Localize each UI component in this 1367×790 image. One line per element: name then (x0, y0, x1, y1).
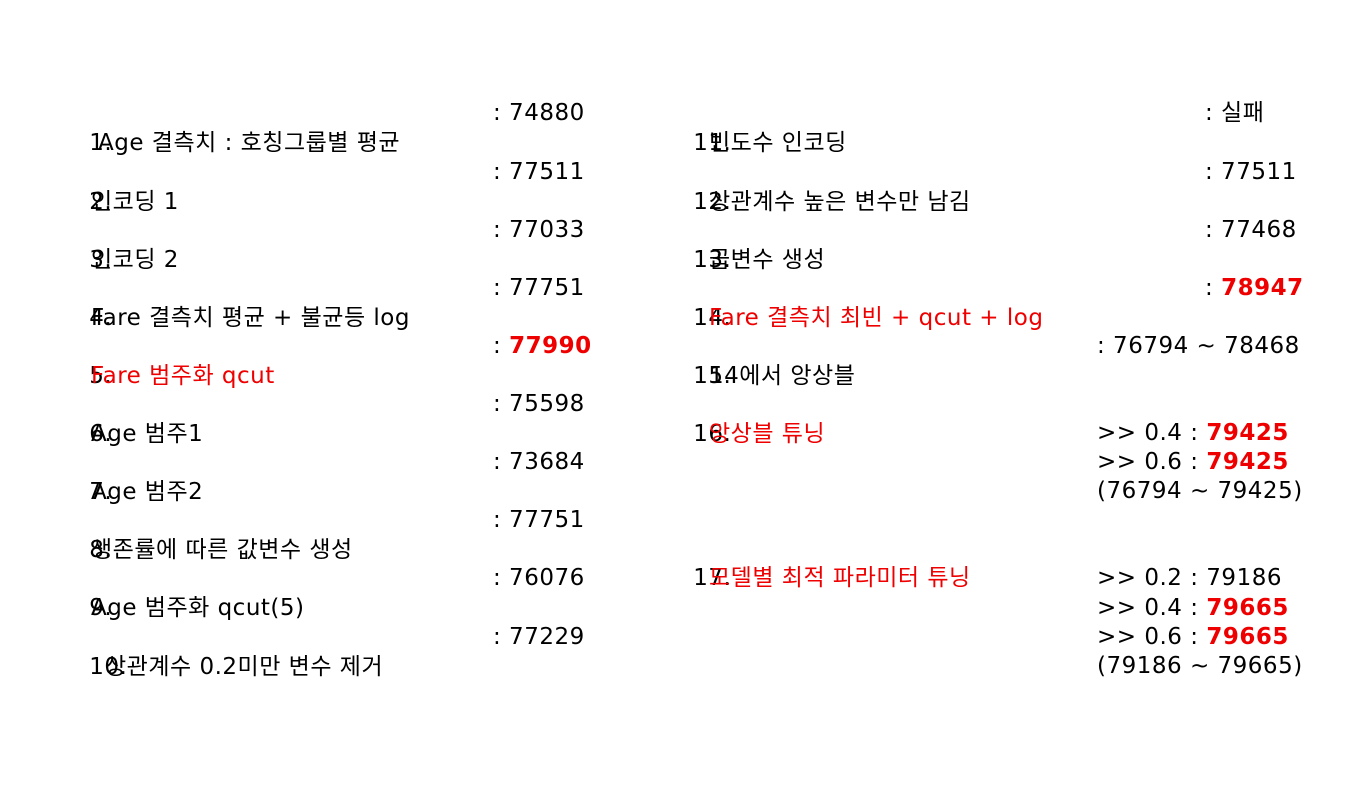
item-12-score: : 77511 (1205, 159, 1297, 185)
item-2-score: : 77511 (493, 159, 585, 185)
item-number: 17. (693, 565, 732, 591)
item-label: Fare 범주화 qcut (91, 363, 275, 389)
item-number: 15. (693, 363, 732, 389)
item-label: Age 결측치 : 호칭그룹별 평균 (98, 130, 401, 156)
item-number: 14. (693, 305, 732, 331)
item-6-score: : 75598 (493, 391, 585, 417)
score-prefix: : (493, 333, 510, 359)
item-label: 상관계수 0.2미만 변수 제거 (105, 654, 384, 680)
item-number: 5. (89, 363, 113, 389)
item-number: 6. (89, 421, 113, 447)
item-label: 인코딩 1 (91, 189, 179, 215)
item-17-result-line: >> 0.6 : 79665 (1097, 622, 1289, 652)
item-3: 3. 인코딩 2 (58, 215, 178, 273)
result-value-highlight: 79665 (1206, 595, 1289, 621)
item-3-score: : 77033 (493, 217, 585, 243)
item-number: 9. (89, 595, 113, 621)
item-15-score: : 76794 ~ 78468 (1097, 333, 1300, 359)
item-label: 인코딩 2 (91, 247, 179, 273)
item-14: 14. Fare 결측치 최빈 + qcut + log (662, 273, 1043, 331)
item-15: 15. 14에서 앙상블 (662, 331, 855, 389)
item-13-score: : 77468 (1205, 217, 1297, 243)
item-17: 17. 모델별 최적 파라미터 튜닝 (662, 533, 970, 591)
item-number: 16. (693, 421, 732, 447)
item-17-result-line: >> 0.4 : 79665 (1097, 593, 1289, 623)
item-14-score: : 78947 (1205, 273, 1304, 303)
item-12: 12. 상관계수 높은 변수만 남김 (662, 157, 970, 215)
item-7-score: : 73684 (493, 449, 585, 475)
item-8: 8. 생존률에 따른 값변수 생성 (58, 505, 352, 563)
item-4: 4. Fare 결측치 평균 + 불균등 log (58, 273, 409, 331)
item-number: 2. (89, 189, 113, 215)
item-label: 생존률에 따른 값변수 생성 (91, 537, 353, 563)
result-value-highlight: 79665 (1206, 624, 1289, 650)
item-10-score: : 77229 (493, 624, 585, 650)
item-label: 빈도수 인코딩 (709, 130, 847, 156)
item-number: 12. (693, 189, 732, 215)
item-16-result-line: >> 0.6 : 79425 (1097, 447, 1289, 477)
item-label: 상관계수 높은 변수만 남김 (709, 189, 971, 215)
item-label: Fare 결측치 평균 + 불균등 log (91, 305, 410, 331)
item-number: 8. (89, 537, 113, 563)
item-9: 9. Age 범주화 qcut(5) (58, 563, 304, 621)
item-1-score: : 74880 (493, 100, 585, 126)
score-prefix: : (1205, 275, 1222, 301)
item-9-score: : 76076 (493, 565, 585, 591)
item-7: 7. Age 범주2 (58, 447, 202, 505)
item-number: 1. (89, 130, 113, 156)
item-1: 1. Age 결측치 : 호칭그룹별 평균 (58, 98, 399, 156)
item-number: 13. (693, 247, 732, 273)
item-5: 5. Fare 범주화 qcut (58, 331, 274, 389)
item-label: Fare 결측치 최빈 + qcut + log (709, 305, 1044, 331)
item-4-score: : 77751 (493, 275, 585, 301)
item-number: 7. (89, 479, 113, 505)
score-value-highlight: 77990 (509, 333, 592, 359)
item-16-result-line: >> 0.4 : 79425 (1097, 418, 1289, 448)
item-8-score: : 77751 (493, 507, 585, 533)
item-label: 곱변수 생성 (709, 247, 826, 273)
item-label: 모델별 최적 파라미터 튜닝 (709, 565, 971, 591)
score-value-highlight: 78947 (1221, 275, 1304, 301)
item-16: 16. 앙상블 튜닝 (662, 389, 824, 447)
item-number: 10. (89, 654, 128, 680)
item-label: 앙상블 튜닝 (709, 421, 826, 447)
item-label: Age 범주2 (91, 479, 204, 505)
item-2: 2. 인코딩 1 (58, 157, 178, 215)
item-17-result-line: >> 0.2 : 79186 (1097, 565, 1282, 591)
item-10: 10. 상관계수 0.2미만 변수 제거 (58, 622, 382, 680)
item-6: 6. Age 범주1 (58, 389, 202, 447)
result-prefix: >> 0.4 : (1097, 420, 1207, 446)
item-number: 3. (89, 247, 113, 273)
item-label: Age 범주1 (91, 421, 204, 447)
item-11: 11. 빈도수 인코딩 (662, 98, 846, 156)
result-prefix: >> 0.6 : (1097, 449, 1207, 475)
item-number: 4. (89, 305, 113, 331)
item-13: 13. 곱변수 생성 (662, 215, 824, 273)
item-17-range: (79186 ~ 79665) (1097, 653, 1303, 679)
item-5-score: : 77990 (493, 331, 592, 361)
result-value-highlight: 79425 (1206, 420, 1289, 446)
item-11-score: : 실패 (1205, 100, 1265, 126)
item-label: 14에서 앙상블 (709, 363, 856, 389)
result-prefix: >> 0.4 : (1097, 595, 1207, 621)
result-value-highlight: 79425 (1206, 449, 1289, 475)
item-number: 11. (693, 130, 732, 156)
item-label: Age 범주화 qcut(5) (91, 595, 305, 621)
item-16-range: (76794 ~ 79425) (1097, 478, 1303, 504)
result-prefix: >> 0.6 : (1097, 624, 1207, 650)
